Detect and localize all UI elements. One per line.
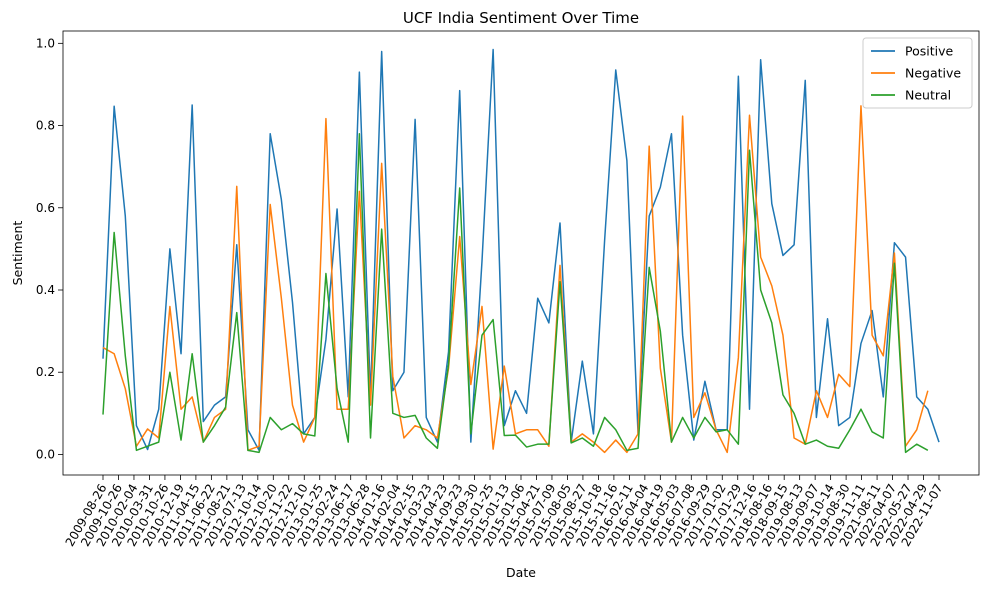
legend-box — [862, 37, 973, 109]
y-tick-label: 0.2 — [36, 365, 55, 379]
chart-title: UCF India Sentiment Over Time — [403, 9, 639, 27]
series-line-neutral — [102, 133, 929, 454]
legend-label-positive: Positive — [905, 44, 953, 59]
series-line-negative — [102, 105, 929, 454]
y-tick-label: 1.0 — [36, 36, 55, 50]
y-tick-label: 0.6 — [36, 201, 55, 215]
legend-label-neutral: Neutral — [905, 88, 951, 103]
legend-label-negative: Negative — [905, 66, 961, 81]
y-tick-label: 0.8 — [36, 119, 55, 133]
legend: Positive Negative Neutral — [862, 37, 973, 109]
plot-frame — [62, 30, 980, 476]
x-axis-title: Date — [506, 565, 536, 580]
series-line-positive — [102, 48, 940, 452]
y-tick-label: 0.0 — [36, 447, 55, 461]
y-tick-label: 0.4 — [36, 283, 55, 297]
y-axis-title: Sentiment — [10, 221, 25, 286]
plot-area: 0.00.20.40.60.81.02009-08-262009-10-2620… — [36, 30, 980, 549]
